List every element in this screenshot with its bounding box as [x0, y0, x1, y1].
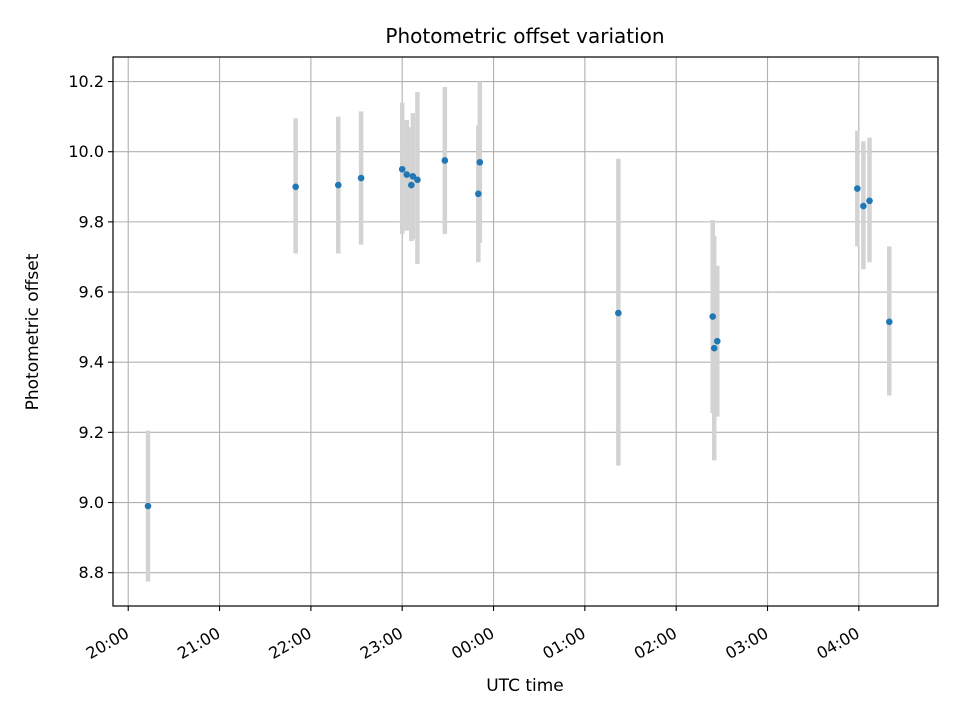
y-tick-label: 10.0	[68, 142, 104, 161]
y-tick-label: 9.2	[79, 423, 104, 442]
data-point	[403, 171, 411, 178]
y-tick-label: 9.4	[79, 353, 104, 372]
data-point	[885, 318, 893, 326]
data-point	[710, 344, 718, 352]
data-point	[713, 337, 721, 345]
data-point	[441, 157, 449, 164]
data-point	[475, 190, 482, 198]
data-point	[476, 158, 484, 166]
data-point	[860, 202, 867, 210]
y-tick-label: 8.8	[79, 563, 104, 582]
data-point	[408, 181, 415, 189]
y-axis-title: Photometric offset	[23, 253, 43, 410]
y-tick-label: 9.0	[79, 493, 104, 512]
data-point	[615, 309, 622, 317]
chart-title: Photometric offset variation	[385, 24, 664, 48]
data-point	[854, 185, 861, 192]
plot-frame	[112, 56, 939, 607]
data-point	[409, 172, 417, 180]
data-points	[144, 157, 893, 510]
data-point	[398, 165, 406, 173]
x-axis-title: UTC time	[486, 676, 564, 696]
data-point	[144, 502, 152, 510]
data-point	[709, 313, 717, 320]
y-tick-label: 10.2	[68, 72, 104, 91]
data-point	[334, 181, 342, 189]
data-point	[414, 176, 421, 184]
data-point	[292, 183, 299, 191]
data-point	[357, 174, 365, 182]
y-tick-label: 9.6	[79, 283, 104, 302]
data-point	[866, 197, 873, 205]
y-tick-label: 9.8	[79, 212, 104, 231]
y-axis-ticks: 8.8 9.0 9.2 9.4 9.6 9.8 10.0 10.2	[68, 72, 113, 582]
